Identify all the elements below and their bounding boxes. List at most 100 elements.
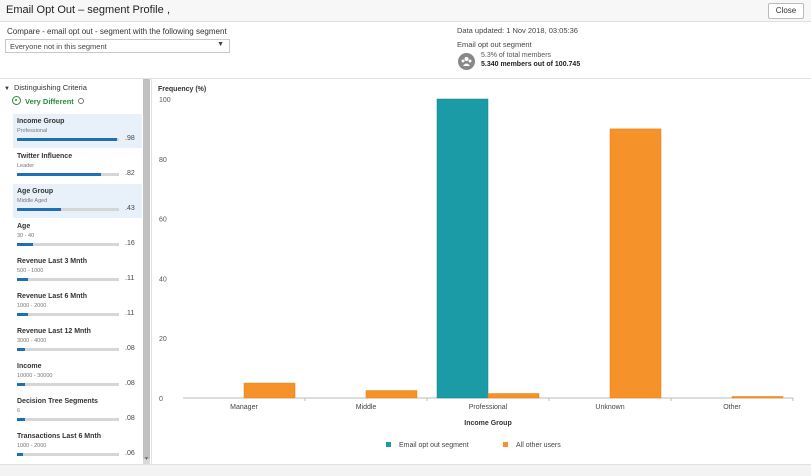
criteria-score-bar bbox=[17, 453, 119, 456]
legend-label: All other users bbox=[516, 442, 561, 449]
y-tick-label: 20 bbox=[159, 336, 167, 343]
criteria-item[interactable]: Transactions Last 6 Mnth 1000 - 2000 .06 bbox=[13, 429, 142, 463]
group-icon bbox=[458, 53, 475, 70]
header-divider bbox=[0, 78, 811, 79]
criteria-value: Middle Aged bbox=[17, 198, 48, 204]
criteria-name: Revenue Last 12 Mnth bbox=[17, 328, 91, 335]
chart-svg: Frequency (%) 0 20 40 60 80 100 Manager Middle Pr… bbox=[158, 86, 794, 449]
criteria-score-bar bbox=[17, 278, 119, 281]
criteria-score: .43 bbox=[125, 205, 135, 212]
scroll-down-icon[interactable]: ▼ bbox=[144, 456, 149, 462]
close-button[interactable]: Close bbox=[768, 3, 804, 19]
bar bbox=[609, 128, 662, 399]
x-tick-label: Professional bbox=[469, 404, 508, 411]
criteria-value: 1000 - 2000 bbox=[17, 303, 47, 309]
segment-count: 5.340 members out of 100.745 bbox=[481, 61, 581, 68]
compare-dropdown-value: Everyone not in this segment bbox=[10, 42, 107, 51]
criteria-score-fill bbox=[17, 348, 26, 351]
y-tick-label: 40 bbox=[159, 276, 167, 283]
criteria-score-bar bbox=[17, 418, 119, 421]
x-tick-label: Unknown bbox=[595, 404, 624, 411]
bar bbox=[365, 390, 418, 399]
scrollbar[interactable] bbox=[143, 79, 150, 464]
criteria-item[interactable]: Age Group Middle Aged .43 bbox=[13, 184, 142, 218]
criteria-score: .11 bbox=[125, 275, 135, 282]
bar bbox=[243, 382, 296, 399]
bar bbox=[731, 396, 784, 399]
chevron-down-icon: ▼ bbox=[217, 41, 224, 48]
criteria-score-bar bbox=[17, 313, 119, 316]
criteria-score: .82 bbox=[125, 170, 135, 177]
frequency-chart: Frequency (%) 0 20 40 60 80 100 Manager Middle Pr… bbox=[153, 79, 811, 464]
criteria-value: 3000 - 4000 bbox=[17, 338, 47, 344]
y-tick-label: 60 bbox=[159, 217, 167, 224]
criteria-score-fill bbox=[17, 243, 34, 246]
x-tick-label: Middle bbox=[356, 404, 377, 411]
criteria-score-fill bbox=[17, 383, 26, 386]
legend-swatch bbox=[503, 442, 508, 447]
criteria-value: 500 - 1000 bbox=[17, 268, 44, 274]
criteria-item[interactable]: Revenue Last 6 Mnth 1000 - 2000 .11 bbox=[13, 289, 142, 323]
y-tick-label: 0 bbox=[159, 396, 163, 403]
criteria-name: Age bbox=[17, 223, 31, 230]
criteria-name: Age Group bbox=[17, 188, 54, 195]
y-tick-label: 80 bbox=[159, 157, 167, 164]
criteria-score-bar bbox=[17, 243, 119, 246]
compare-dropdown[interactable]: Everyone not in this segment ▼ bbox=[5, 39, 230, 53]
criteria-score-bar bbox=[17, 383, 119, 386]
criteria-score: .16 bbox=[125, 240, 135, 247]
criteria-score-fill bbox=[17, 173, 101, 176]
criteria-value: Leader bbox=[17, 163, 35, 169]
title-bar: Email Opt Out – segment Profile , Close bbox=[0, 0, 811, 22]
criteria-score-fill bbox=[17, 278, 29, 281]
criteria-score: .98 bbox=[125, 135, 135, 142]
criteria-name: Decision Tree Segments bbox=[17, 398, 98, 405]
criteria-value: Professional bbox=[17, 128, 48, 134]
criteria-item[interactable]: Revenue Last 3 Mnth 500 - 1000 .11 bbox=[13, 254, 142, 288]
window-title: Email Opt Out – segment Profile bbox=[6, 4, 164, 16]
y-axis-label: Frequency (%) bbox=[158, 86, 206, 93]
scrollbar-thumb[interactable] bbox=[143, 79, 150, 459]
criteria-item[interactable]: Age 30 - 40 .16 bbox=[13, 219, 142, 253]
criteria-header-label: Distinguishing Criteria bbox=[13, 83, 87, 92]
criteria-item[interactable]: Income 10000 - 30000 .08 bbox=[13, 359, 142, 393]
compare-label: Compare - email opt out - segment with t… bbox=[7, 27, 227, 36]
info-icon[interactable] bbox=[77, 98, 84, 104]
criteria-score: .08 bbox=[125, 380, 135, 387]
legend-label: Email opt out segment bbox=[399, 442, 469, 449]
criteria-name: Income Group bbox=[17, 118, 65, 125]
criteria-name: Income bbox=[17, 363, 42, 370]
legend-swatch bbox=[386, 442, 391, 447]
very-different-label: Very Different bbox=[12, 96, 84, 106]
criteria-item[interactable]: Twitter Influence Leader .82 bbox=[13, 149, 142, 183]
criteria-score-bar bbox=[17, 173, 119, 176]
criteria-score-fill bbox=[17, 208, 61, 211]
criteria-value: 10000 - 30000 bbox=[17, 373, 53, 379]
y-tick-label: 100 bbox=[159, 97, 171, 104]
x-tick-label: Other bbox=[723, 404, 741, 411]
criteria-score: .08 bbox=[125, 345, 135, 352]
criteria-name: Twitter Influence bbox=[17, 153, 73, 160]
criteria-score: .08 bbox=[125, 415, 135, 422]
criteria-value: 1000 - 2000 bbox=[17, 443, 47, 449]
criteria-score: .11 bbox=[125, 310, 135, 317]
criteria-item[interactable]: Revenue Last 12 Mnth 3000 - 4000 .08 bbox=[13, 324, 142, 358]
criteria-item[interactable]: Income Group Professional .98 bbox=[13, 114, 142, 148]
segment-name: Email opt out segment bbox=[457, 40, 532, 49]
criteria-panel: ▼ Distinguishing Criteria Very Different … bbox=[0, 79, 152, 464]
criteria-score-bar bbox=[17, 348, 119, 351]
criteria-score-bar bbox=[17, 138, 119, 141]
criteria-score-fill bbox=[17, 313, 29, 316]
target-icon bbox=[12, 96, 21, 105]
title-mark: , bbox=[167, 4, 171, 16]
criteria-name: Revenue Last 6 Mnth bbox=[17, 293, 88, 300]
collapse-triangle-icon: ▼ bbox=[4, 86, 10, 92]
criteria-header[interactable]: ▼ Distinguishing Criteria bbox=[4, 83, 87, 92]
bottom-bar bbox=[0, 464, 811, 476]
criteria-item[interactable]: Decision Tree Segments 6 .08 bbox=[13, 394, 142, 428]
bar bbox=[436, 98, 489, 399]
criteria-score-fill bbox=[17, 453, 24, 456]
criteria-value: 30 - 40 bbox=[17, 233, 35, 239]
criteria-value: 6 bbox=[17, 408, 21, 414]
x-axis-label: Income Group bbox=[464, 420, 511, 427]
